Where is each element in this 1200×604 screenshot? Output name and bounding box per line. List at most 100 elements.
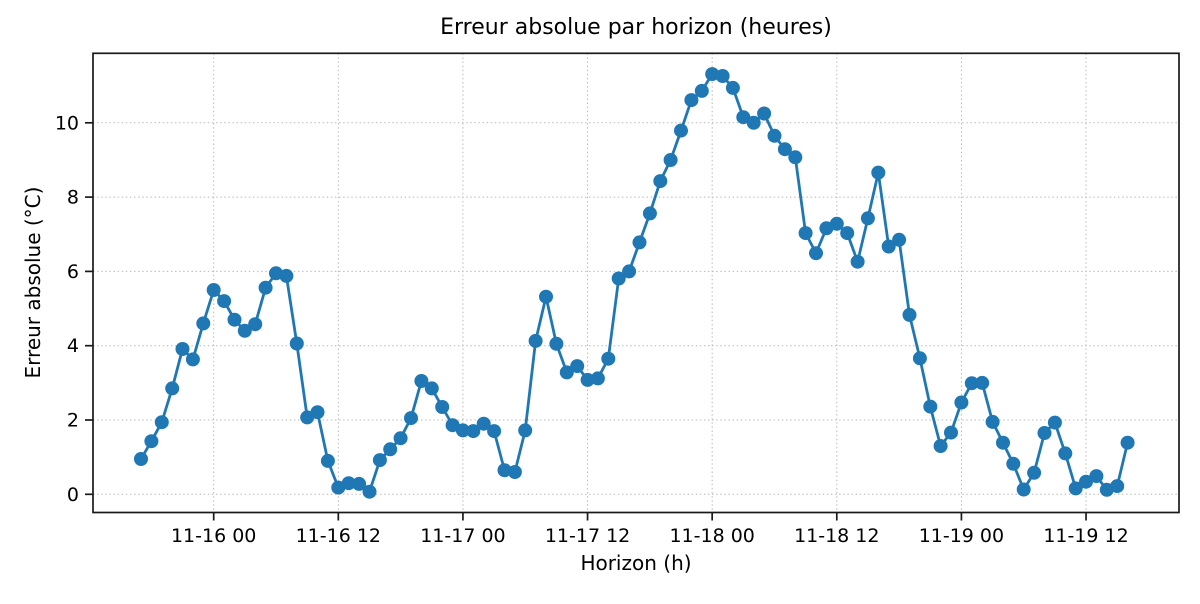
data-point-marker <box>237 323 252 338</box>
data-point-marker <box>372 453 387 468</box>
data-point-marker <box>352 476 367 491</box>
data-point-marker <box>227 312 242 327</box>
data-point-marker <box>632 235 647 250</box>
data-point-marker <box>694 83 709 98</box>
x-tick-label: 11-18 00 <box>669 525 754 547</box>
data-point-marker <box>725 80 740 95</box>
data-point-marker <box>1089 469 1104 484</box>
data-point-marker <box>642 206 657 221</box>
data-point-marker <box>975 375 990 390</box>
data-point-marker <box>1120 435 1135 450</box>
data-point-marker <box>362 484 377 499</box>
y-axis-ticks: 0 2 4 6 8 10 <box>55 112 93 506</box>
y-tick-label: 10 <box>55 112 79 134</box>
data-point-marker <box>1016 482 1031 497</box>
data-point-marker <box>985 414 1000 429</box>
data-point-marker <box>746 115 761 130</box>
data-point-marker <box>175 342 190 356</box>
data-point-marker <box>1037 426 1052 440</box>
x-axis-ticks: 11-16 00 11-16 12 11-17 00 11-17 12 11-18 00… <box>171 512 1129 547</box>
data-point-marker <box>809 246 823 261</box>
data-point-marker <box>653 174 668 189</box>
data-point-marker <box>570 359 585 374</box>
data-point-marker <box>1068 481 1083 496</box>
data-point-marker <box>507 465 522 479</box>
data-point-marker <box>134 452 148 466</box>
data-point-marker <box>539 289 553 304</box>
data-point-marker <box>881 239 896 254</box>
data-point-marker <box>196 316 211 331</box>
data-point-marker <box>684 93 699 108</box>
data-point-marker <box>1047 415 1062 430</box>
data-point-marker <box>476 416 491 431</box>
y-tick-label: 6 <box>67 261 79 283</box>
data-point-marker <box>279 268 294 283</box>
y-tick-label: 8 <box>67 187 79 209</box>
data-point-marker <box>1110 479 1125 494</box>
data-point-marker <box>705 67 720 82</box>
data-point-marker <box>497 463 512 478</box>
data-point-marker <box>404 411 418 426</box>
data-point-marker <box>622 264 637 279</box>
data-point-marker <box>320 453 335 468</box>
data-point-marker <box>549 336 564 351</box>
data-point-marker <box>455 423 470 438</box>
x-tick-label: 11-17 12 <box>545 525 630 547</box>
x-axis-label: Horizon (h) <box>580 551 691 575</box>
plot-frame <box>92 52 1180 514</box>
data-point-marker <box>1027 465 1042 480</box>
data-point-marker <box>383 442 398 457</box>
data-point-marker <box>185 352 200 367</box>
data-point-marker <box>601 351 616 366</box>
data-point-marker <box>1006 456 1021 471</box>
gridlines <box>93 53 1179 513</box>
data-point-marker <box>715 69 730 83</box>
data-point-marker <box>850 254 865 269</box>
data-point-marker <box>487 424 502 439</box>
data-point-marker <box>892 232 907 247</box>
data-point-marker <box>300 410 315 425</box>
data-point-marker <box>611 271 626 286</box>
y-axis-label: Erreur absolue (°C) <box>21 187 45 379</box>
x-tick-label: 11-19 00 <box>919 525 1004 547</box>
data-point-marker <box>767 128 782 143</box>
data-point-marker <box>248 317 263 332</box>
chart-title: Erreur absolue par horizon (heures) <box>440 15 832 40</box>
data-point-marker <box>528 333 543 348</box>
data-point-marker <box>154 415 169 430</box>
data-point-marker <box>289 336 304 351</box>
data-point-marker <box>663 153 678 167</box>
data-point-marker <box>1079 474 1093 489</box>
data-point-marker <box>829 216 844 231</box>
data-point-marker <box>944 425 958 440</box>
data-point-marker <box>144 434 159 449</box>
data-point-marker <box>165 381 180 396</box>
x-tick-label: 11-18 12 <box>794 525 879 547</box>
data-point-marker <box>996 435 1010 450</box>
x-tick-label: 11-16 00 <box>171 525 256 547</box>
data-point-marker <box>580 372 595 387</box>
x-tick-label: 11-16 12 <box>296 525 381 547</box>
data-point-marker <box>424 381 439 396</box>
data-point-marker <box>923 399 938 414</box>
data-point-marker <box>964 376 979 391</box>
data-point-marker <box>954 395 969 410</box>
data-point-marker <box>788 150 803 165</box>
data-point-marker <box>912 351 927 366</box>
series-line <box>139 72 1129 494</box>
error-line-series <box>134 67 1135 499</box>
data-point-marker <box>518 423 533 438</box>
x-tick-label: 11-19 12 <box>1043 525 1128 547</box>
data-point-marker <box>217 294 232 309</box>
data-point-marker <box>435 400 450 414</box>
data-point-marker <box>736 110 751 125</box>
data-point-marker <box>466 424 481 439</box>
data-point-marker <box>1058 446 1073 461</box>
data-point-marker <box>860 211 875 226</box>
data-point-marker <box>933 439 948 453</box>
data-point-marker <box>840 226 855 241</box>
data-point-marker <box>674 123 688 138</box>
data-point-marker <box>393 431 408 446</box>
